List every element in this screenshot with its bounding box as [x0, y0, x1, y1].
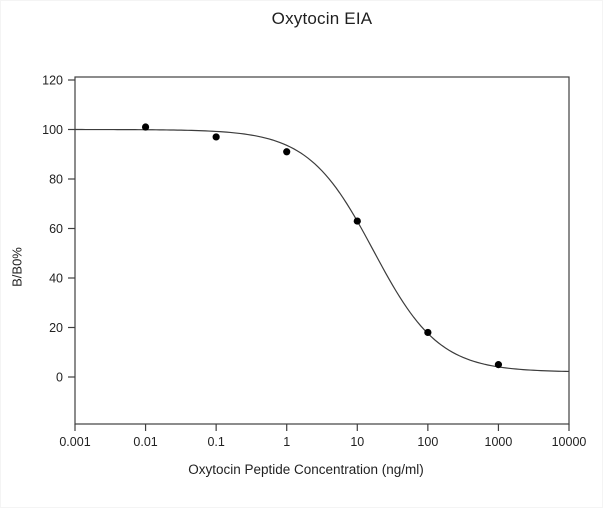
data-point [494, 361, 503, 369]
data-point [424, 328, 432, 337]
y-tick-label: 80 [49, 173, 63, 187]
data-point [283, 148, 291, 156]
data-point [212, 133, 220, 141]
x-axis-title: Oxytocin Peptide Concentration (ng/ml) [188, 462, 424, 477]
x-tick-label: 1000 [485, 435, 513, 449]
x-tick-label: 100 [417, 435, 438, 449]
y-tick-label: 20 [49, 321, 63, 335]
plot-frame [74, 76, 570, 425]
y-tick-label: 0 [56, 371, 63, 385]
data-point [141, 123, 150, 131]
x-tick-label: 0.1 [207, 435, 224, 449]
y-tick-label: 60 [49, 222, 63, 236]
x-tick-label: 0.01 [133, 435, 157, 449]
x-tick-label: 1 [283, 435, 290, 449]
y-tick-label: 40 [49, 272, 63, 286]
fit-curve [75, 128, 570, 373]
x-tick-label: 10 [350, 435, 364, 449]
chart-title: Oxytocin EIA [271, 9, 373, 28]
y-tick-label: 100 [42, 123, 63, 137]
y-tick-label: 120 [42, 74, 63, 88]
x-tick-label: 0.001 [59, 435, 90, 449]
data-point [353, 217, 361, 225]
x-tick-label: 10000 [552, 435, 587, 449]
